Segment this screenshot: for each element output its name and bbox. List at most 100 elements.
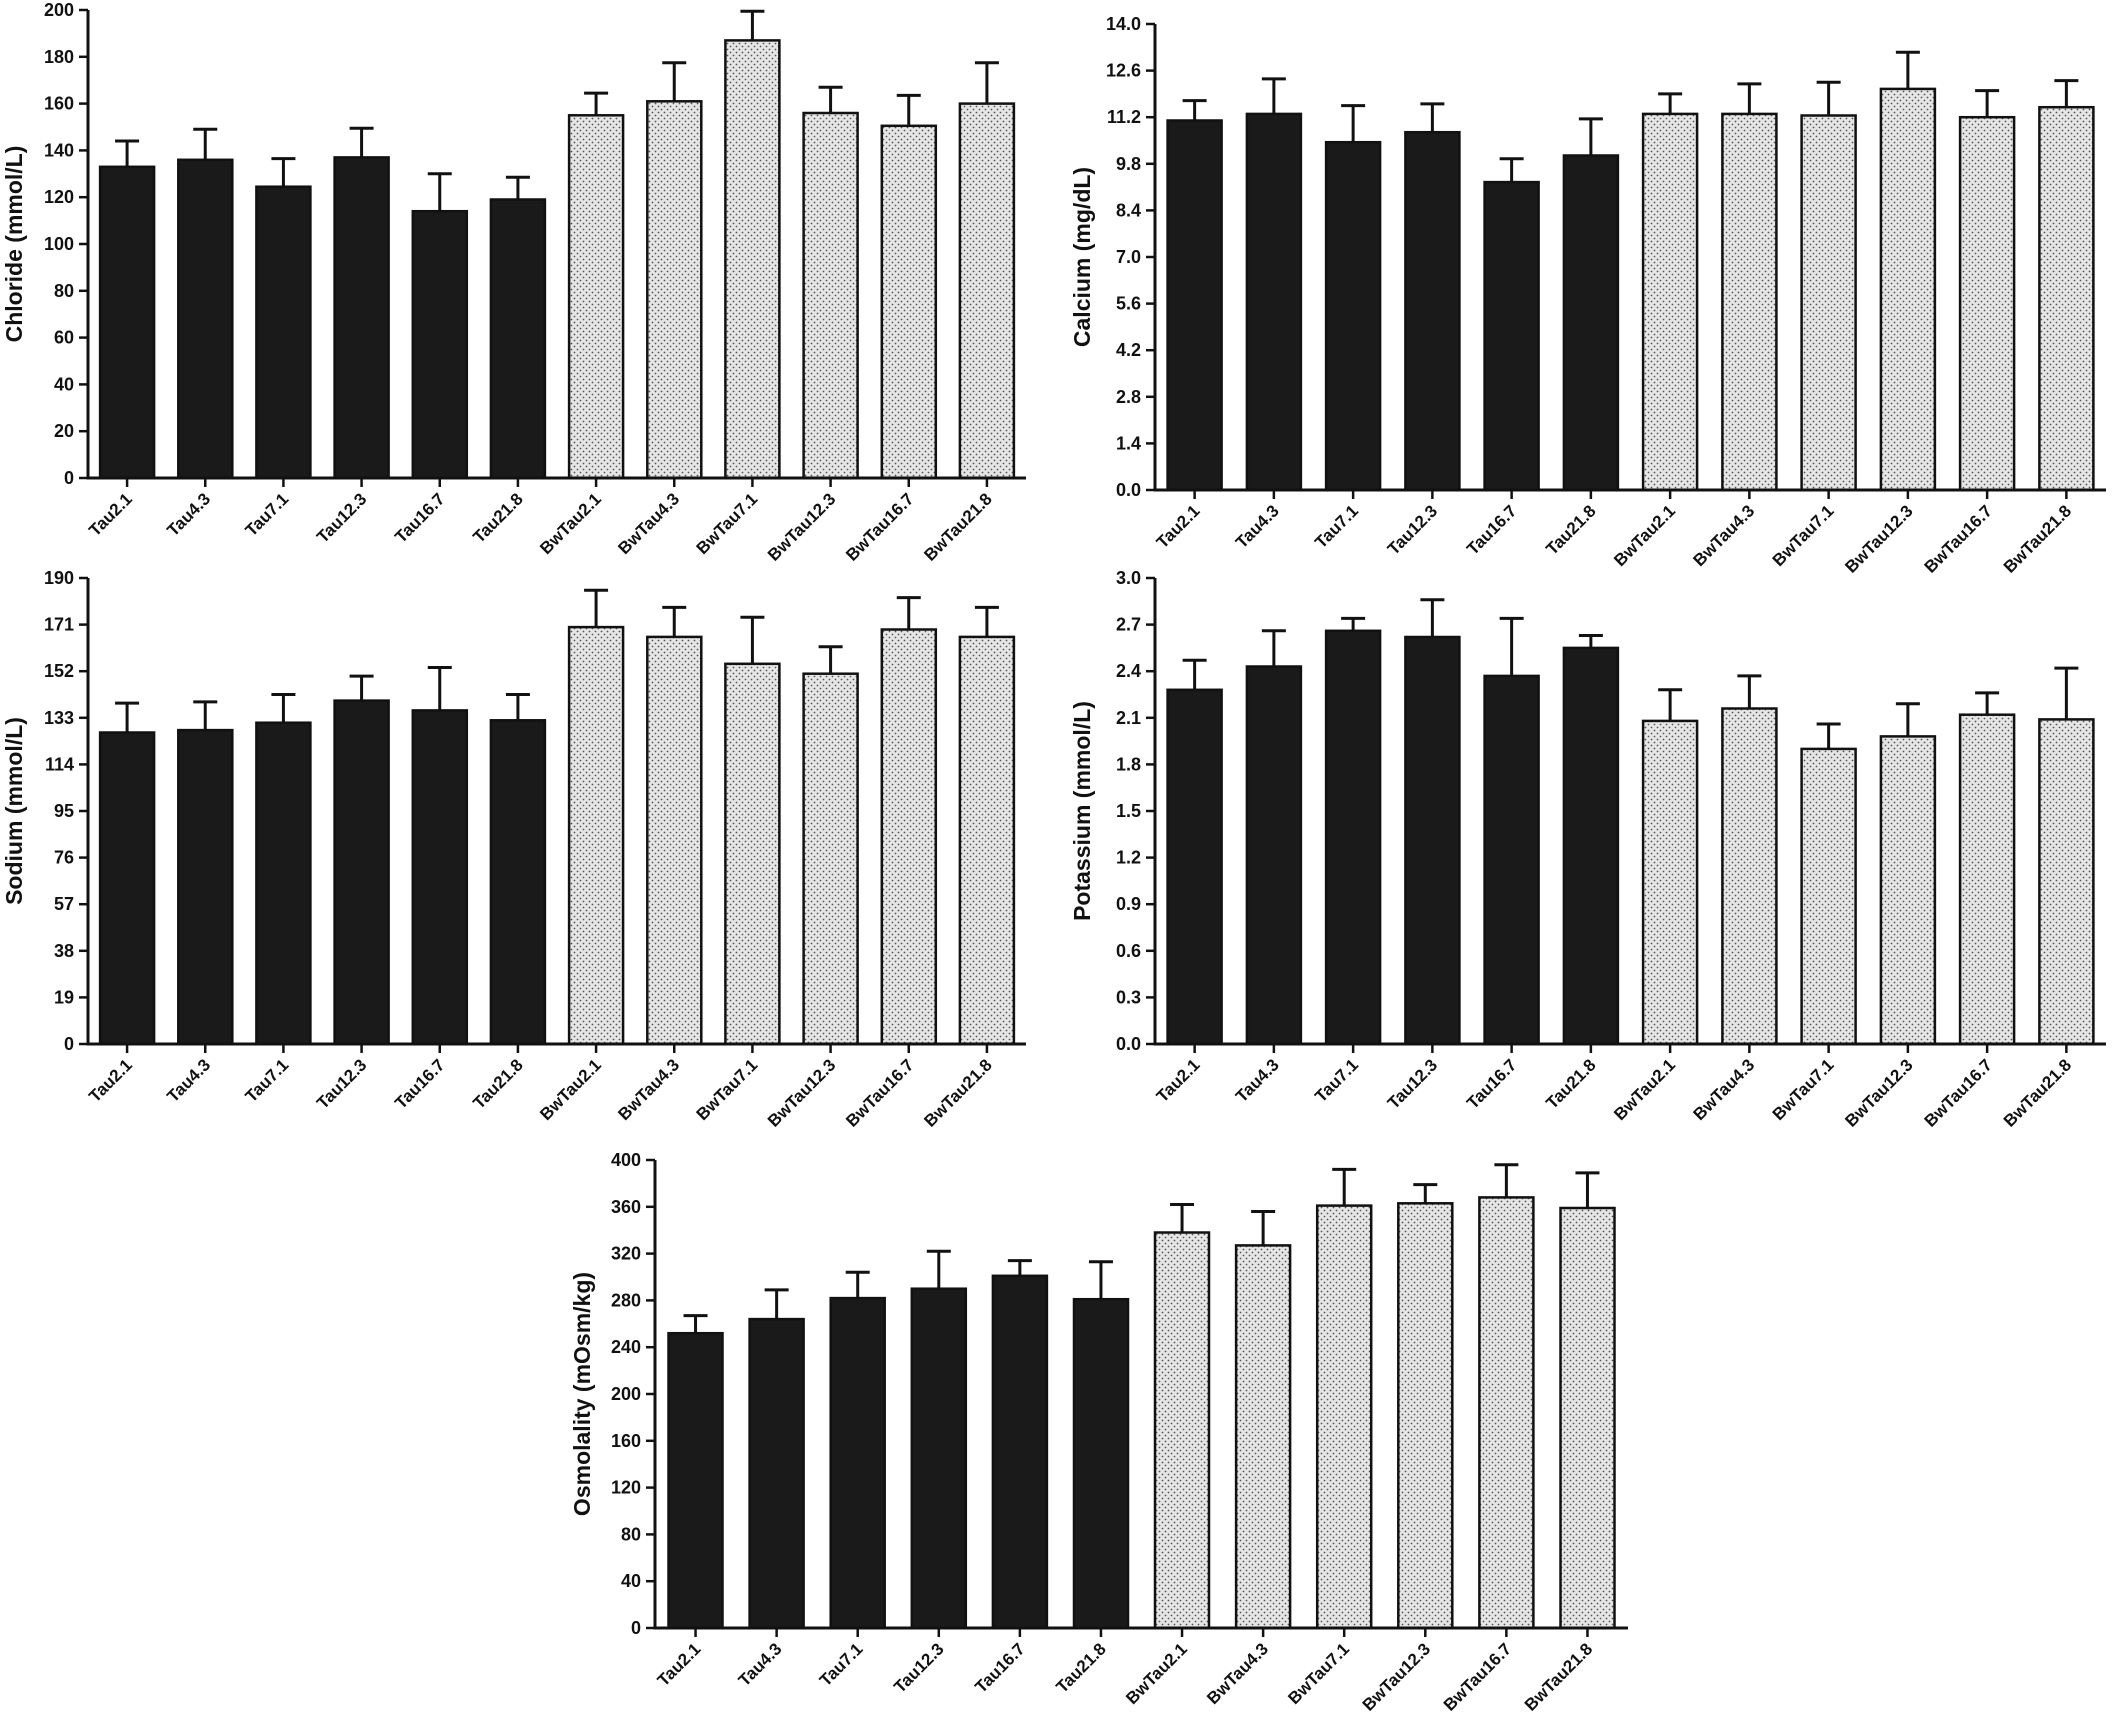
y-tick-label: 280	[611, 1290, 641, 1310]
category-label: Tau4.3	[1232, 501, 1283, 552]
category-label: Tau12.3	[1384, 501, 1441, 558]
bar	[489, 719, 547, 1046]
chart-panel-4: 0.0 0.3 0.6 0.9 1.2 1.5 1.8 2.1 2.4 2.7 3.0 Tau2.1 T…	[1069, 568, 2106, 1131]
y-tick-label: 9.8	[1116, 154, 1141, 174]
category-label: Tau12.3	[890, 1639, 947, 1696]
bar	[1404, 635, 1461, 1046]
category-label: Tau21.8	[1542, 1055, 1599, 1112]
bar	[724, 39, 781, 480]
bar	[567, 114, 625, 480]
y-tick-label: 0.0	[1116, 1034, 1141, 1054]
bar	[1958, 713, 2016, 1046]
y-tick-label: 7.0	[1116, 247, 1141, 267]
bar	[1478, 1196, 1535, 1630]
category-label: BwTau12.3	[1359, 1639, 1434, 1714]
category-label: Tau2.1	[85, 1055, 136, 1106]
y-tick-label: 0	[64, 468, 74, 488]
bar	[1721, 707, 1778, 1046]
category-label: BwTau16.7	[842, 1055, 917, 1130]
y-tick-label: 4.2	[1116, 340, 1141, 360]
y-tick-label: 400	[611, 1150, 641, 1170]
bar	[1166, 119, 1223, 492]
bar	[910, 1287, 968, 1630]
category-label: BwTau12.3	[764, 1055, 839, 1130]
category-label: BwTau4.3	[1203, 1639, 1272, 1708]
bar	[255, 185, 312, 480]
bar	[880, 628, 938, 1046]
category-label: BwTau21.8	[2000, 501, 2075, 576]
y-tick-label: 2.4	[1116, 661, 1141, 681]
y-tick-label: 160	[611, 1431, 641, 1451]
y-tick-label: 2.8	[1116, 387, 1141, 407]
chart-panel-1: 0 20 40 60 80 100 120 140 160 180 200 Tau2.1 Tau4.3 T…	[1, 0, 1026, 565]
y-tick-label: 190	[44, 568, 74, 588]
y-tick-label: 0.9	[1116, 894, 1141, 914]
y-tick-label: 3.0	[1116, 568, 1141, 588]
category-label: BwTau2.1	[1610, 501, 1679, 570]
y-tick-label: 114	[45, 754, 74, 774]
y-tick-label: 80	[54, 281, 74, 301]
bar	[802, 672, 859, 1046]
y-tick-label: 200	[611, 1384, 641, 1404]
y-tick-label: 140	[44, 140, 74, 160]
bar	[177, 158, 234, 480]
category-label: Tau4.3	[163, 1055, 214, 1106]
category-label: BwTau2.1	[1122, 1639, 1191, 1708]
category-label: BwTau16.7	[842, 489, 917, 564]
bar	[991, 1274, 1049, 1630]
y-axis-title: Sodium (mmol/L)	[1, 717, 27, 905]
category-label: BwTau12.3	[764, 489, 839, 564]
category-label: Tau4.3	[163, 489, 214, 540]
y-tick-label: 1.8	[1116, 754, 1141, 774]
bar	[1324, 629, 1382, 1046]
bar	[1397, 1202, 1454, 1630]
category-label: BwTau7.1	[693, 489, 762, 558]
category-label: BwTau4.3	[1690, 1055, 1759, 1124]
y-tick-label: 240	[611, 1337, 641, 1357]
y-tick-label: 76	[54, 848, 74, 868]
y-tick-label: 57	[54, 894, 74, 914]
category-label: BwTau7.1	[693, 1055, 762, 1124]
category-label: BwTau2.1	[536, 1055, 605, 1124]
y-tick-label: 40	[621, 1571, 641, 1591]
y-tick-label: 2.1	[1116, 708, 1141, 728]
bar	[1879, 735, 1937, 1046]
bar	[829, 1296, 886, 1630]
category-label: Tau21.8	[469, 489, 526, 546]
chart-panel-2: 0.0 1.4 2.8 4.2 5.6 7.0 8.4 9.8 11.2 12.6 14.0 Tau2…	[1069, 14, 2106, 577]
y-tick-label: 11.2	[1107, 107, 1141, 127]
category-label: Tau16.7	[1463, 501, 1520, 558]
bar	[333, 699, 390, 1046]
bar	[1958, 115, 2016, 492]
bar	[646, 635, 703, 1046]
bar	[567, 625, 625, 1046]
y-tick-label: 180	[44, 47, 74, 67]
category-label: BwTau4.3	[614, 489, 683, 558]
category-label: Tau21.8	[1052, 1639, 1109, 1696]
y-tick-label: 320	[611, 1244, 641, 1264]
bar	[1800, 747, 1857, 1046]
bar	[667, 1331, 724, 1630]
category-label: BwTau21.8	[920, 1055, 995, 1130]
y-tick-label: 95	[54, 801, 74, 821]
bar	[1483, 674, 1540, 1046]
bar	[1166, 688, 1223, 1046]
category-label: BwTau7.1	[1769, 501, 1838, 570]
y-tick-label: 8.4	[1116, 200, 1141, 220]
bar	[958, 635, 1016, 1046]
category-label: Tau2.1	[1153, 1055, 1204, 1106]
bar	[724, 662, 781, 1046]
bar	[177, 728, 234, 1046]
bar	[1483, 180, 1540, 492]
category-label: Tau7.1	[242, 1055, 293, 1106]
bar	[1404, 130, 1461, 492]
y-tick-label: 38	[54, 941, 74, 961]
bar	[880, 124, 938, 480]
y-tick-label: 80	[621, 1524, 641, 1544]
bar	[1562, 154, 1620, 492]
category-label: Tau2.1	[654, 1639, 705, 1690]
category-label: Tau7.1	[816, 1639, 867, 1690]
y-tick-label: 1.4	[1116, 433, 1141, 453]
y-tick-label: 133	[44, 708, 74, 728]
